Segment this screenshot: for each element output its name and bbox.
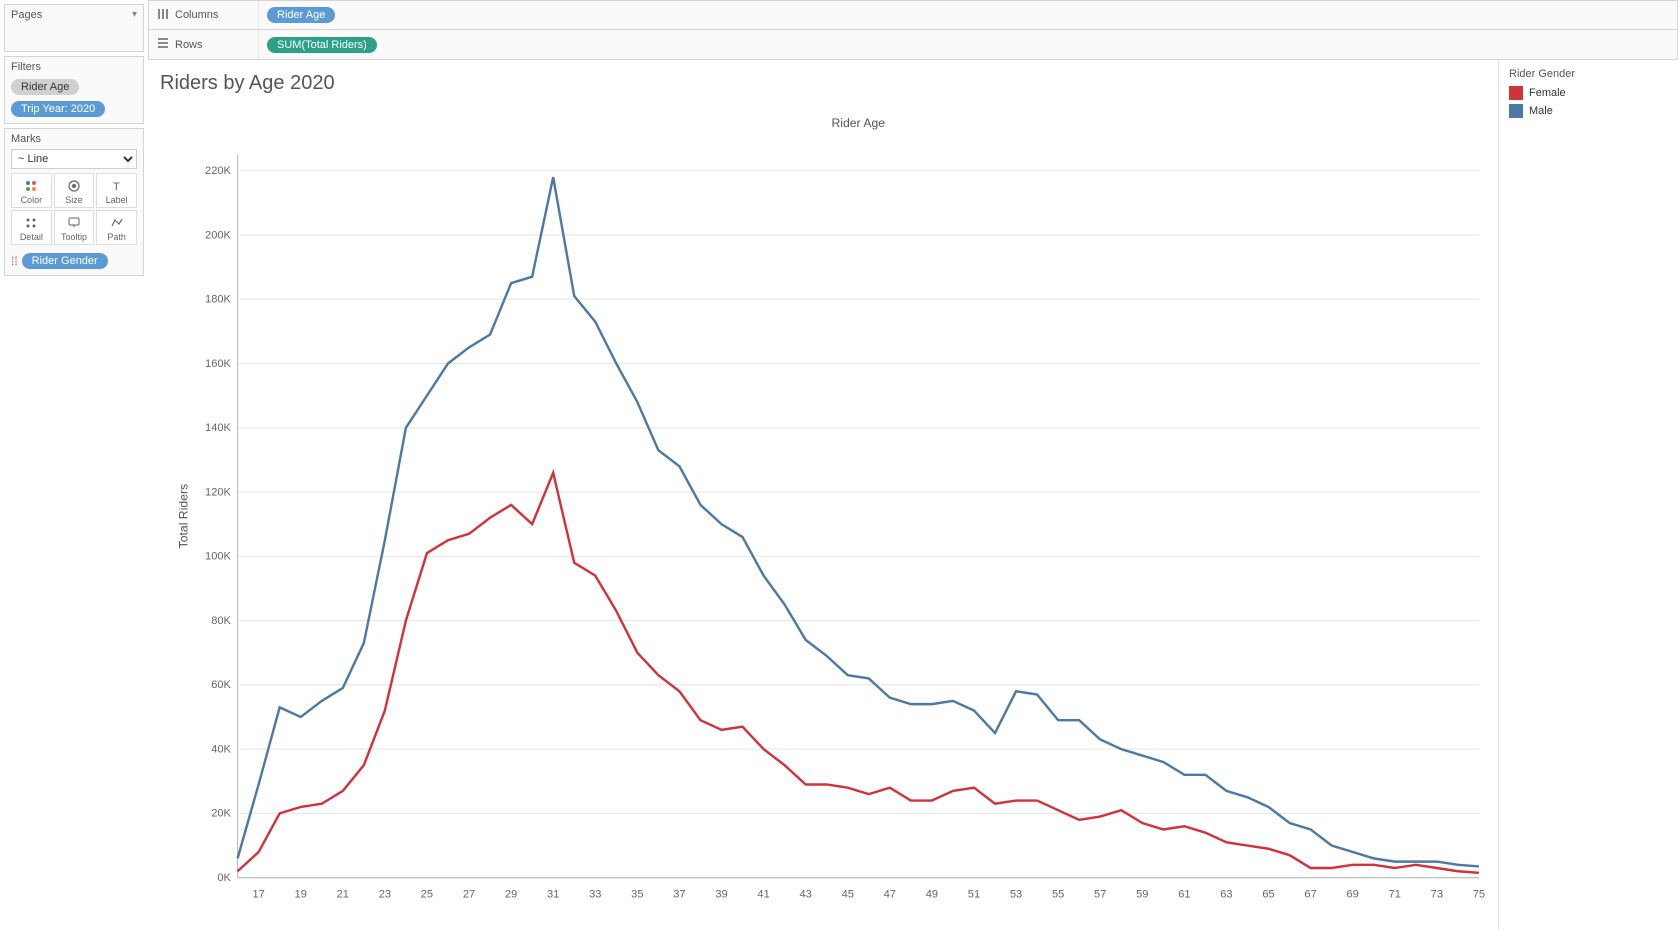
series-line-male [238,177,1479,866]
columns-pill-rider-age[interactable]: Rider Age [267,7,335,23]
y-tick-label: 120K [205,486,231,498]
y-tick-label: 60K [211,679,231,691]
filter-pill-trip-year[interactable]: Trip Year: 2020 [11,101,105,117]
y-tick-label: 100K [205,551,231,563]
legend-item-female[interactable]: Female [1509,86,1668,100]
x-tick-label: 39 [715,889,727,901]
marks-color-pill[interactable]: Rider Gender [22,253,108,269]
pages-shelf[interactable]: Pages ▾ [4,4,144,52]
mark-type-select[interactable]: ~ Line [11,149,137,169]
x-tick-label: 27 [463,889,475,901]
columns-label: Columns [175,9,218,21]
y-tick-label: 220K [205,165,231,177]
x-tick-label: 61 [1178,889,1190,901]
x-tick-label: 23 [379,889,391,901]
x-tick-label: 41 [757,889,769,901]
x-tick-label: 71 [1389,889,1401,901]
mark-btn-label[interactable]: TLabel [96,173,137,208]
path-icon [97,215,136,231]
chart-canvas[interactable]: Rider Age 0K 20K 40K 60K 80K 100K 120K 140K 160K 1… [160,99,1490,922]
detail-icon [12,215,51,231]
legend-swatch [1509,104,1523,118]
x-tick-label: 51 [968,889,980,901]
legend-title: Rider Gender [1509,68,1668,80]
size-icon [55,178,94,194]
x-tick-label: 31 [547,889,559,901]
x-tick-label: 63 [1220,889,1232,901]
svg-text:T: T [113,181,120,193]
mark-btn-size[interactable]: Size [54,173,95,208]
pages-title: Pages [11,9,137,21]
x-tick-label: 55 [1052,889,1064,901]
x-tick-label: 29 [505,889,517,901]
rows-icon [157,37,169,52]
marks-title: Marks [11,133,137,145]
y-tick-label: 180K [205,294,231,306]
x-tick-label: 17 [252,889,264,901]
x-tick-label: 43 [799,889,811,901]
x-tick-label: 69 [1347,889,1359,901]
tooltip-icon [55,215,94,231]
x-tick-label: 47 [884,889,896,901]
color-icon [12,178,51,194]
filter-pill-rider-age[interactable]: Rider Age [11,79,79,95]
legend-label: Male [1529,105,1553,117]
color-dots-icon: ⁞⁞ [11,255,18,267]
x-tick-label: 33 [589,889,601,901]
filters-title: Filters [11,61,137,73]
marks-card: Marks ~ Line ColorSizeTLabel DetailToolti… [4,128,144,276]
y-tick-label: 0K [217,872,231,884]
label-icon: T [97,178,136,194]
rows-shelf[interactable]: Rows SUM(Total Riders) [148,30,1678,60]
x-tick-label: 25 [421,889,433,901]
x-tick-label: 57 [1094,889,1106,901]
filters-shelf[interactable]: Filters Rider Age Trip Year: 2020 [4,56,144,124]
series-line-female [238,473,1479,873]
y-tick-label: 80K [211,615,231,627]
x-tick-label: 75 [1473,889,1485,901]
legend-item-male[interactable]: Male [1509,104,1668,118]
legend-panel: Rider Gender Female Male [1498,60,1678,930]
x-tick-label: 67 [1304,889,1316,901]
y-tick-label: 20K [211,808,231,820]
x-tick-label: 45 [842,889,854,901]
x-tick-label: 49 [926,889,938,901]
y-tick-label: 40K [211,743,231,755]
x-tick-label: 73 [1431,889,1443,901]
mark-btn-path[interactable]: Path [96,210,137,245]
mark-btn-detail[interactable]: Detail [11,210,52,245]
chart-title: Riders by Age 2020 [160,72,1490,95]
columns-icon [157,8,169,23]
x-tick-label: 37 [673,889,685,901]
x-tick-label: 65 [1262,889,1274,901]
x-tick-label: 35 [631,889,643,901]
legend-swatch [1509,86,1523,100]
rows-label: Rows [175,39,203,51]
mark-btn-color[interactable]: Color [11,173,52,208]
y-tick-label: 140K [205,422,231,434]
y-tick-label: 160K [205,358,231,370]
y-axis-title: Total Riders [177,484,191,549]
x-tick-label: 19 [295,889,307,901]
rows-pill-total-riders[interactable]: SUM(Total Riders) [267,37,377,53]
x-axis-title: Rider Age [832,116,886,130]
x-tick-label: 53 [1010,889,1022,901]
y-tick-label: 200K [205,229,231,241]
x-tick-label: 59 [1136,889,1148,901]
legend-label: Female [1529,87,1566,99]
chevron-down-icon: ▾ [132,9,137,20]
x-tick-label: 21 [337,889,349,901]
mark-btn-tooltip[interactable]: Tooltip [54,210,95,245]
columns-shelf[interactable]: Columns Rider Age [148,0,1678,30]
